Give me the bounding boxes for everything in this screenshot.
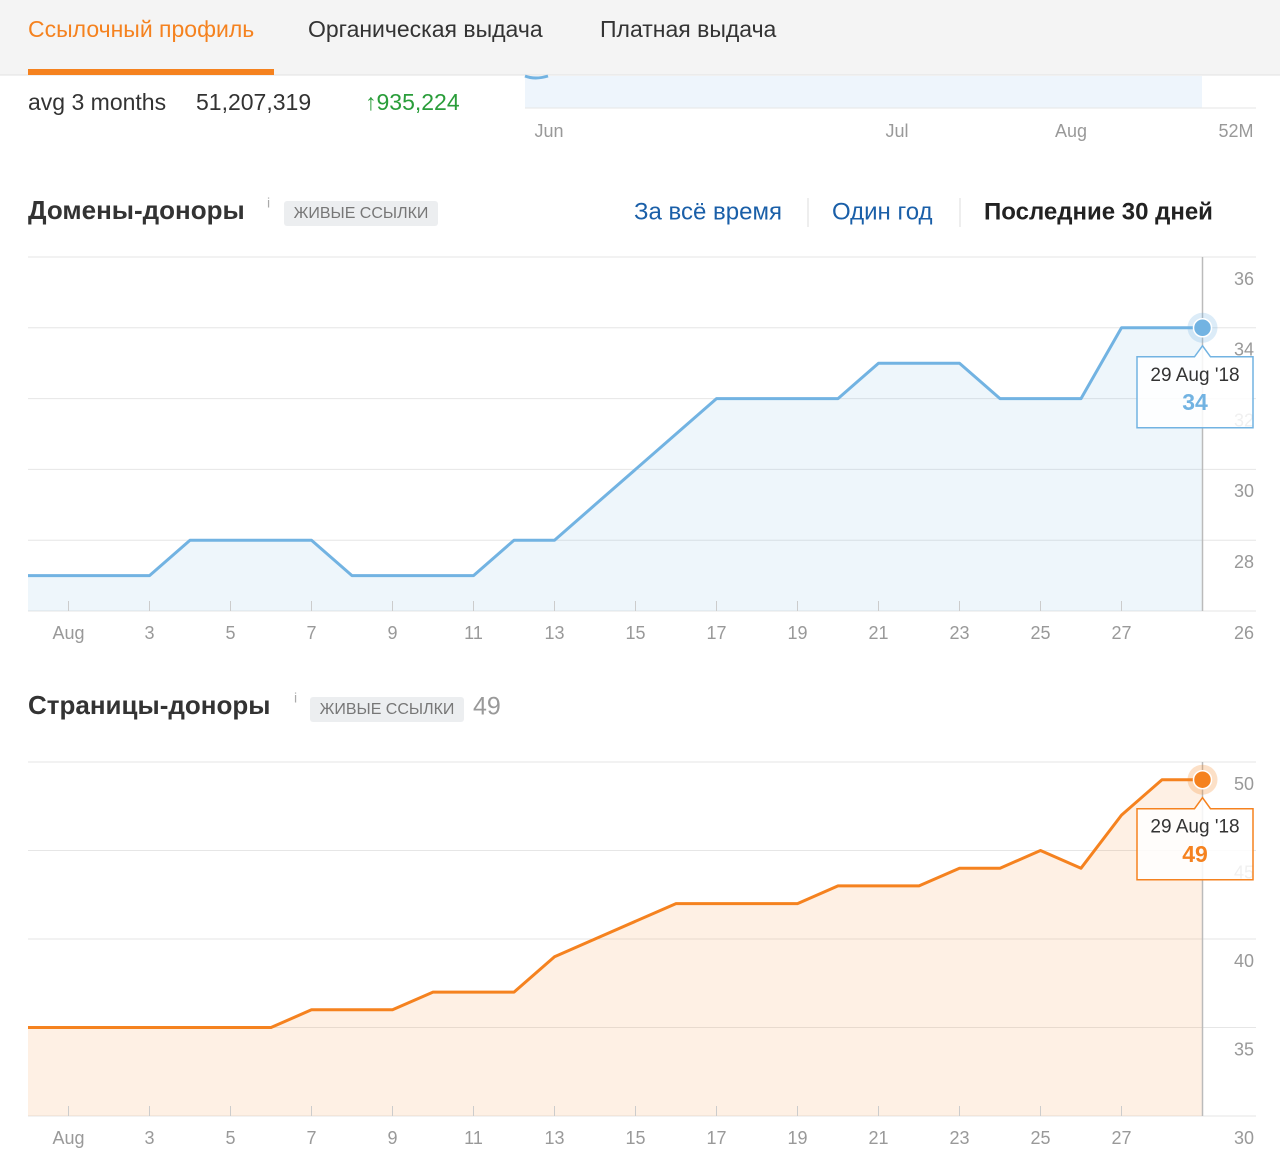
x-tick-label: 7	[306, 1128, 316, 1148]
x-tick-label: 9	[387, 1128, 397, 1148]
x-tick-label: 3	[144, 623, 154, 643]
tooltip-box	[1136, 796, 1254, 881]
x-tick-label: 11	[464, 623, 483, 643]
tooltip-date: 29 Aug '18	[1150, 365, 1239, 386]
tooltip-value: 49	[1182, 841, 1208, 867]
y-tick-label: 28	[1234, 552, 1254, 572]
x-tick-label: 21	[868, 1128, 888, 1148]
y-tick-label: 26	[1234, 623, 1254, 643]
x-tick-label: 5	[225, 623, 235, 643]
line	[28, 778, 1203, 1029]
tooltip-date: 29 Aug '18	[1150, 817, 1239, 838]
point	[1192, 769, 1213, 790]
badge: ЖИВЫЕ ССЫЛКИ	[320, 701, 455, 718]
x-tick-label: Aug	[1055, 121, 1087, 141]
nav-bar	[0, 0, 1280, 75]
y-tick-label: 52M	[1218, 121, 1253, 141]
x-tick-label: Jul	[885, 121, 908, 141]
badge: ЖИВЫЕ ССЫЛКИ	[294, 205, 429, 222]
x-tick-label: 9	[387, 623, 397, 643]
nav-tab[interactable]: Платная выдача	[600, 16, 777, 42]
line	[28, 326, 1203, 578]
x-tick-label: 3	[144, 1128, 154, 1148]
nav-tab[interactable]: Органическая выдача	[308, 16, 543, 42]
active-tab-underline	[28, 69, 274, 75]
x-tick-label: Aug	[52, 623, 84, 643]
x-tick-label: 19	[787, 623, 807, 643]
tooltip-value: 34	[1182, 389, 1208, 415]
x-tick-label: 7	[306, 623, 316, 643]
x-tick-label: 25	[1030, 1128, 1050, 1148]
x-tick-label: Jun	[534, 121, 563, 141]
x-tick-label: 23	[949, 1128, 969, 1148]
x-tick-label: 27	[1111, 1128, 1131, 1148]
info-icon[interactable]: i	[294, 690, 297, 706]
summary-label: avg 3 months	[28, 89, 166, 115]
top-chart-area	[525, 76, 1202, 108]
badge-bg	[284, 201, 438, 226]
x-tick-label: 19	[787, 1128, 807, 1148]
area	[28, 779, 1203, 1116]
x-tick-label: 11	[464, 1128, 483, 1148]
current-count: 49	[473, 693, 501, 721]
x-tick-label: 13	[544, 623, 564, 643]
x-tick-label: 15	[625, 1128, 645, 1148]
y-tick-label: 30	[1234, 1128, 1254, 1148]
y-tick-label: 35	[1234, 1039, 1254, 1059]
info-icon[interactable]: i	[267, 195, 270, 211]
x-tick-label: 21	[868, 623, 888, 643]
badge-bg	[310, 697, 464, 722]
x-tick-label: 17	[706, 623, 726, 643]
y-tick-label: 34	[1234, 340, 1254, 360]
point	[1192, 318, 1213, 338]
x-tick-label: 15	[625, 623, 645, 643]
top-chart-line	[524, 74, 549, 80]
y-tick-label: 36	[1234, 269, 1254, 289]
x-tick-label: 25	[1030, 623, 1050, 643]
range-link[interactable]: Один год	[832, 198, 933, 225]
x-tick-label: 23	[949, 623, 969, 643]
x-tick-label: 13	[544, 1128, 564, 1148]
tooltip-box	[1136, 344, 1254, 429]
summary-change: ↑935,224	[365, 89, 460, 115]
x-tick-label: 5	[225, 1128, 235, 1148]
x-tick-label: 17	[706, 1128, 726, 1148]
nav-tab[interactable]: Ссылочный профиль	[28, 16, 254, 42]
chart-title: Страницы-доноры	[28, 690, 270, 720]
y-tick-label: 30	[1234, 481, 1254, 501]
summary-value: 51,207,319	[196, 89, 311, 115]
chart-title: Домены-доноры	[28, 195, 245, 225]
x-tick-label: 27	[1111, 623, 1131, 643]
x-tick-label: Aug	[52, 1128, 84, 1148]
range-link[interactable]: За всё время	[634, 198, 782, 225]
range-link-active[interactable]: Последние 30 дней	[984, 198, 1213, 225]
y-tick-label: 40	[1234, 951, 1254, 971]
area	[28, 327, 1203, 611]
y-tick-label: 50	[1234, 774, 1254, 794]
